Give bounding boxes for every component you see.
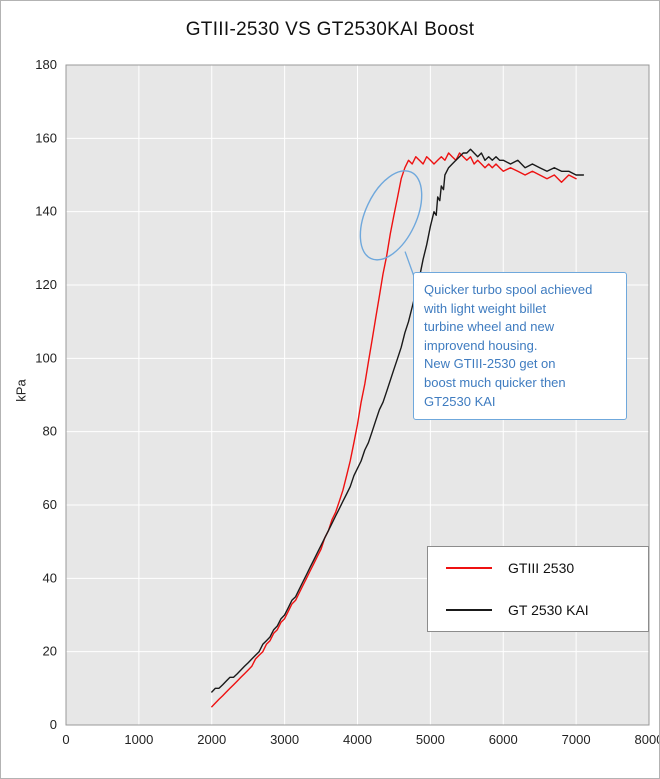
x-tick-label: 2000 — [197, 732, 226, 747]
y-tick-label: 20 — [43, 644, 57, 659]
y-tick-label: 0 — [50, 717, 57, 732]
x-tick-label: 1000 — [124, 732, 153, 747]
y-axis-label: kPa — [13, 379, 29, 402]
x-tick-label: 4000 — [343, 732, 372, 747]
series-line-gtiii-2530 — [211, 152, 577, 708]
highlight-ellipse — [359, 170, 423, 261]
legend-label: GTIII 2530 — [508, 560, 575, 576]
legend-line-sample-red — [446, 567, 492, 569]
chart-title: GTIII-2530 VS GT2530KAI Boost — [185, 19, 475, 40]
x-tick-label: 3000 — [270, 732, 299, 747]
y-tick-label: 160 — [35, 130, 57, 145]
plot-border — [65, 64, 650, 726]
legend-item-gt-2530-kai: GT 2530 KAI — [428, 589, 648, 631]
y-tick-label: 60 — [43, 497, 57, 512]
x-tick-label: 7000 — [562, 732, 591, 747]
y-tick-label: 40 — [43, 570, 57, 585]
x-tick-label: 6000 — [489, 732, 518, 747]
y-tick-label: 140 — [35, 204, 57, 219]
x-tick-label: 5000 — [416, 732, 445, 747]
annotation-callout: Quicker turbo spool achieved with light … — [413, 272, 627, 421]
chart-legend: GTIII 2530 GT 2530 KAI — [427, 546, 649, 632]
legend-line-sample-black — [446, 609, 492, 611]
legend-item-gtiii-2530: GTIII 2530 — [428, 547, 648, 589]
y-tick-label: 100 — [35, 350, 57, 365]
x-tick-label: 0 — [62, 732, 69, 747]
legend-label: GT 2530 KAI — [508, 602, 589, 618]
series-line-gt-2530-kai — [211, 148, 585, 693]
y-tick-label: 180 — [35, 57, 57, 72]
y-tick-label: 80 — [43, 424, 57, 439]
y-tick-label: 120 — [35, 277, 57, 292]
